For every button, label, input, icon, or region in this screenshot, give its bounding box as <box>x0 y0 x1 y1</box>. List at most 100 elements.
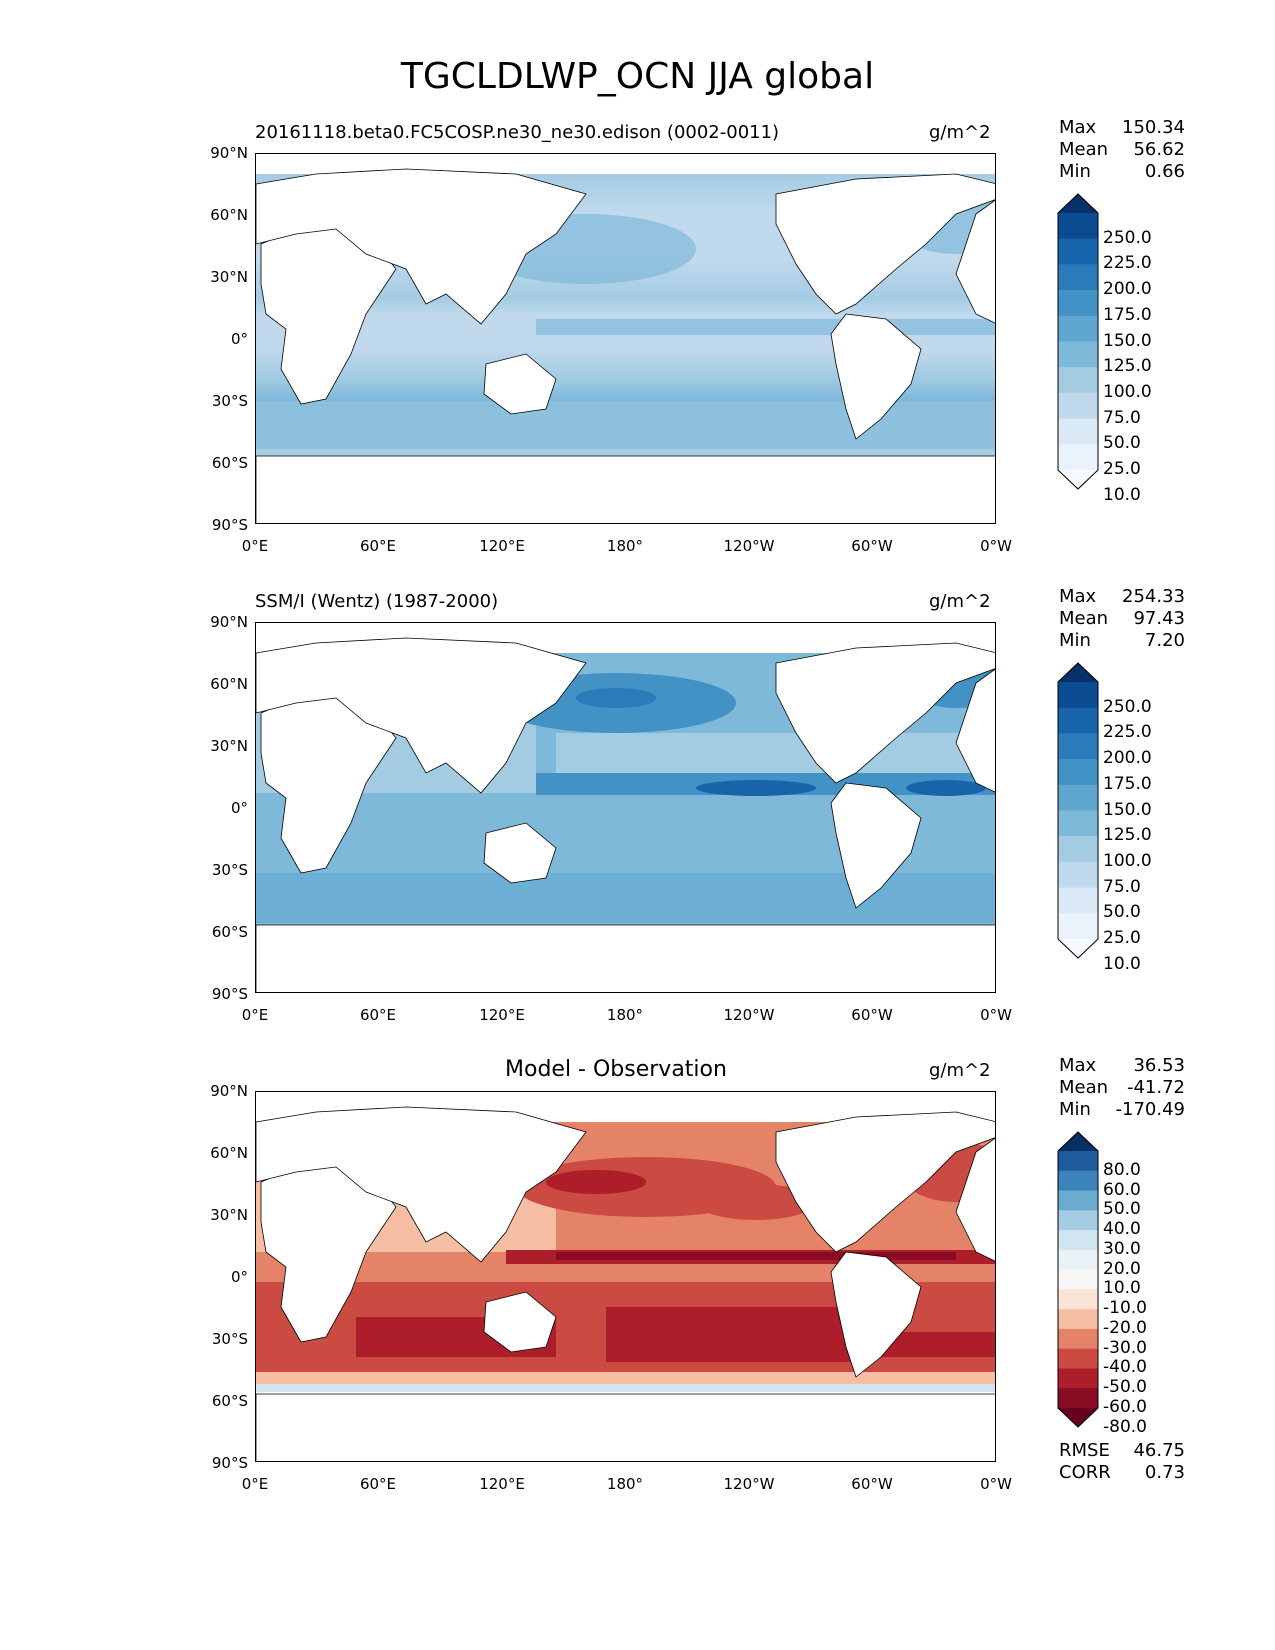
colorbar-tick-label: 100.0 <box>1103 381 1152 402</box>
colorbar-tick-label: 150.0 <box>1103 330 1152 351</box>
panel-3-min-value: -170.49 <box>1115 1099 1185 1120</box>
panel-2-xtick-180: 180° <box>606 1006 644 1024</box>
colorbar-tick-label: -10.0 <box>1103 1298 1147 1319</box>
colorbar-segment <box>1058 1388 1098 1409</box>
colorbar-tick-label: 20.0 <box>1103 1258 1141 1279</box>
panel-2-xtick-120e: 120°E <box>479 1006 525 1024</box>
colorbar-tick-label: 250.0 <box>1103 696 1152 717</box>
colorbar-extend-top <box>1058 194 1098 213</box>
panel-2-xtick-60e: 60°E <box>359 1006 397 1024</box>
panel-2-min-label: Min <box>1059 630 1091 651</box>
colorbar-tick-label: -50.0 <box>1103 1377 1147 1398</box>
panel-3-ytick-90n: 90°N <box>210 1082 248 1100</box>
panel-3-rmse-label: RMSE <box>1059 1440 1110 1461</box>
colorbar-segment <box>1058 810 1098 837</box>
panel-3-error-stats: RMSE 46.75 CORR 0.73 <box>1059 1440 1185 1484</box>
colorbar-segment <box>1058 1190 1098 1211</box>
panel-3-colorbar <box>1057 1131 1099 1428</box>
panel-1-min-label: Min <box>1059 161 1091 182</box>
panel-1-ytick-60n: 60°N <box>210 206 248 224</box>
panel-3-map-svg <box>256 1106 995 1461</box>
panel-2-mean-value: 97.43 <box>1133 608 1185 629</box>
colorbar-tick-label: -40.0 <box>1103 1357 1147 1378</box>
colorbar-segment <box>1058 444 1098 471</box>
colorbar-tick-label: 25.0 <box>1103 459 1141 479</box>
colorbar-segment <box>1058 264 1098 291</box>
colorbar-outline <box>1057 662 1099 959</box>
panel-2-xtick-120w: 120°W <box>723 1006 775 1024</box>
panel-3-ytick-90s: 90°S <box>211 1454 248 1472</box>
panel-1-map <box>255 153 996 524</box>
colorbar-tick-label: 175.0 <box>1103 773 1152 794</box>
colorbar-segment <box>1058 861 1098 889</box>
colorbar-segment <box>1058 913 1098 940</box>
colorbar-segment <box>1058 836 1098 863</box>
panel-3-xtick-60w: 60°W <box>851 1475 893 1493</box>
colorbar-tick-label: 200.0 <box>1103 748 1152 769</box>
panel-2-ytick-90s: 90°S <box>211 985 248 1003</box>
panel-2-ytick-90n: 90°N <box>210 613 248 631</box>
colorbar-segment <box>1058 418 1098 445</box>
colorbar-segment <box>1058 1170 1098 1192</box>
panel-3-xtick-120w: 120°W <box>723 1475 775 1493</box>
panel-2-xtick-60w: 60°W <box>851 1006 893 1024</box>
panel-1-xtick-60e: 60°E <box>359 537 397 555</box>
colorbar-tick-label: 10.0 <box>1103 1278 1141 1299</box>
panel-1-min-value: 0.66 <box>1144 161 1185 182</box>
colorbar-tick-label: 250.0 <box>1103 227 1152 248</box>
colorbar-tick-label: 25.0 <box>1103 928 1141 948</box>
panel-3-mean-label: Mean <box>1059 1077 1109 1098</box>
panel-2-ytick-60n: 60°N <box>210 675 248 693</box>
colorbar-outline <box>1057 1131 1099 1428</box>
colorbar-tick-label: 60.0 <box>1103 1179 1141 1200</box>
colorbar-tick-label: 50.0 <box>1103 1199 1141 1220</box>
colorbar-extend-top <box>1058 1132 1098 1151</box>
panel-3-ytick-60s: 60°S <box>211 1392 248 1410</box>
colorbar-segment <box>1058 341 1098 368</box>
panel-2-min-value: 7.20 <box>1144 630 1185 651</box>
panel-1-units: g/m^2 <box>929 122 991 143</box>
panel-3-xtick-0e: 0°E <box>241 1475 269 1493</box>
panel-3-units: g/m^2 <box>929 1060 991 1081</box>
colorbar-tick-label: 125.0 <box>1103 356 1152 377</box>
colorbar-segment <box>1058 1269 1098 1290</box>
colorbar-extend-bottom <box>1058 470 1098 489</box>
panel-2-map-svg <box>256 637 995 992</box>
colorbar-segment <box>1058 392 1098 420</box>
panel-3-mean-value: -41.72 <box>1126 1077 1185 1098</box>
panel-1-colorbar <box>1057 193 1099 490</box>
panel-2-ytick-0: 0° <box>230 799 248 817</box>
panel-1-xtick-60w: 60°W <box>851 537 893 555</box>
panel-1-ytick-60s: 60°S <box>211 454 248 472</box>
panel-3-ytick-30n: 30°N <box>210 1206 248 1224</box>
colorbar-tick-label: 50.0 <box>1103 433 1141 454</box>
panel-1-xtick-180: 180° <box>606 537 644 555</box>
panel-2-stats: Max 254.33 Mean 97.43 Min 7.20 <box>1059 586 1185 652</box>
panel-2-max-value: 254.33 <box>1122 586 1185 607</box>
figure-title: TGCLDLWP_OCN JJA global <box>400 56 875 97</box>
panel-2-units: g/m^2 <box>929 591 991 612</box>
colorbar-tick-label: -30.0 <box>1103 1337 1147 1358</box>
colorbar-segment <box>1058 707 1098 734</box>
colorbar-tick-label: 40.0 <box>1103 1219 1141 1240</box>
colorbar-tick-label: 80.0 <box>1103 1159 1141 1180</box>
panel-2-ytick-60s: 60°S <box>211 923 248 941</box>
panel-3-ytick-30s: 30°S <box>211 1330 248 1348</box>
panel-1-xtick-120e: 120°E <box>479 537 525 555</box>
panel-3-xtick-120e: 120°E <box>479 1475 525 1493</box>
panel-1-xtick-120w: 120°W <box>723 537 775 555</box>
panel-3-corr-label: CORR <box>1059 1462 1111 1483</box>
colorbar-tick-label: -20.0 <box>1103 1317 1147 1338</box>
panel-1-mean-label: Mean <box>1059 139 1109 160</box>
panel-1-ytick-0: 0° <box>230 330 248 348</box>
panel-2-ytick-30n: 30°N <box>210 737 248 755</box>
colorbar-tick-label: -60.0 <box>1103 1397 1147 1417</box>
colorbar-segment <box>1058 1309 1098 1330</box>
panel-2-mean-label: Mean <box>1059 608 1109 629</box>
panel-3-ytick-0: 0° <box>230 1268 248 1286</box>
colorbar-segment <box>1058 1348 1098 1369</box>
colorbar-segment <box>1058 290 1098 317</box>
panel-3-max-value: 36.53 <box>1133 1055 1185 1076</box>
colorbar-extend-bottom <box>1058 1408 1098 1427</box>
colorbar-tick-label: 75.0 <box>1103 876 1141 897</box>
